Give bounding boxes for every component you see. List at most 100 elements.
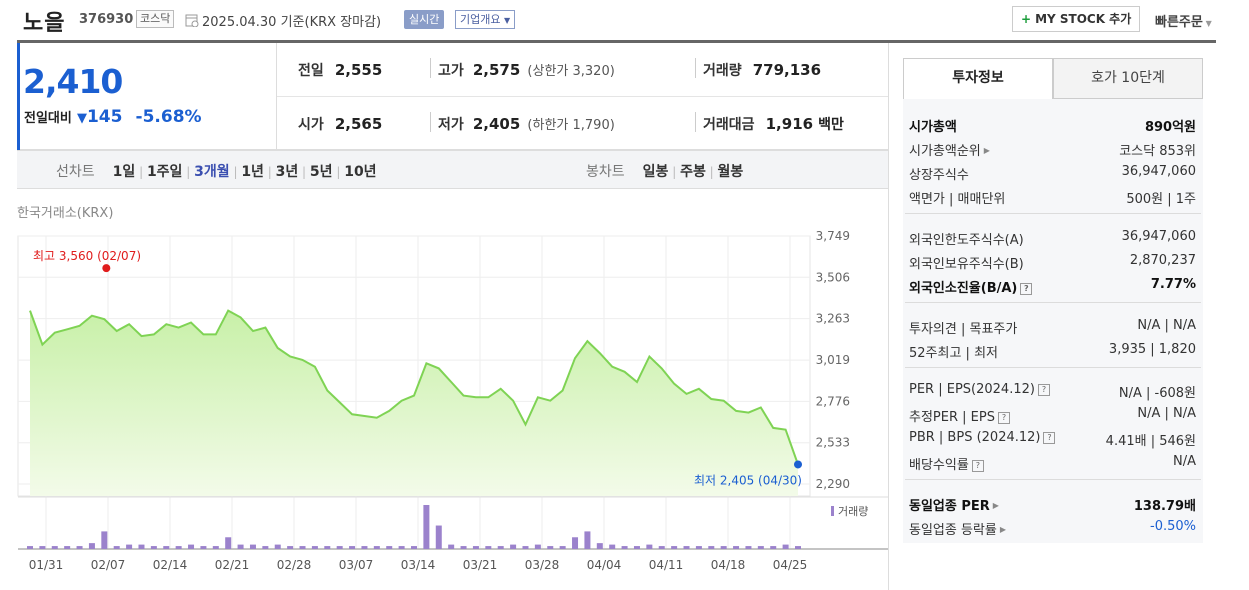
volume-bar [596,543,603,549]
info-row-value: 36,947,060 [1121,164,1196,179]
tab-candle-0[interactable]: 일봉 [642,164,669,180]
x-tick-label: 03/07 [339,558,374,572]
info-row-label: PER | EPS(2024.12)? [909,382,1050,397]
x-tick-label: 02/07 [91,558,126,572]
info-row[interactable]: PER | EPS(2024.12)? N/A | -608원 [903,378,1203,402]
volume-bar [212,546,219,549]
tab-hoga[interactable]: 호가 10단계 [1053,58,1203,99]
volume-bar [609,544,616,549]
vs-prev-label: 전일대비 [24,111,72,126]
help-icon[interactable]: ? [1020,283,1033,295]
tab-candle-2[interactable]: 월봉 [717,164,744,180]
volume-bar [373,546,380,549]
high-label: 고가 [438,63,464,79]
tab-range-0[interactable]: 1일 [112,164,136,180]
invest-info-panel [903,99,1203,543]
info-row-label: 액면가 | 매매단위 [909,192,1006,207]
tab-range-3[interactable]: 1년 [241,164,264,180]
min-label: 최저 2,405 (04/30) [694,473,802,487]
help-icon[interactable]: ? [1037,384,1050,396]
info-row: 외국인한도주식수(A) 36,947,060 [903,225,1203,249]
volume-bar [720,546,727,549]
x-tick-label: 04/04 [587,558,622,572]
volume-bar [76,546,83,549]
volume-bar [695,546,702,549]
volume-bar [472,546,479,549]
x-tick-label: 04/11 [649,558,684,572]
volume-bar [88,543,95,549]
tab-candle-1[interactable]: 주봉 [680,164,706,180]
info-row-label: 52주최고 | 최저 [909,346,998,361]
quick-order-button[interactable]: 빠른주문 ▼ [1155,11,1212,30]
info-row[interactable]: 시가총액순위 ▶ 코스닥 853위 [903,136,1203,160]
arrow-right-icon[interactable]: ▶ [992,501,999,510]
volume-bar [547,546,554,549]
volume-label: 거래량 [703,63,742,79]
quote-basis: 기준(KRX 장마감) [280,15,382,30]
tab-range-5[interactable]: 5년 [309,164,333,180]
info-row-label: 배당수익률? [909,454,984,473]
company-overview-button[interactable]: 기업개요 ▼ [455,10,516,29]
info-divider [905,479,1201,480]
my-stock-add-button[interactable]: + MY STOCK 추가 [1012,6,1141,32]
amount-value: 1,916 [765,115,814,133]
info-row-value: N/A | -608원 [1118,386,1196,401]
tab-range-6[interactable]: 10년 [344,164,377,180]
upper-limit: 3,320 [572,64,610,79]
x-tick-label: 04/18 [711,558,746,572]
tab-range-2[interactable]: 3개월 [194,164,230,180]
prev-close-label: 전일 [298,63,324,79]
volume-bar [299,546,306,549]
realtime-button[interactable]: 실시간 [404,10,445,29]
info-row[interactable]: 배당수익률? N/A [903,450,1203,474]
tab-separator: | [332,165,345,179]
volume-bar [188,544,195,549]
x-tick-label: 03/21 [463,558,498,572]
y-tick-label: 3,019 [816,353,850,367]
info-row[interactable]: 동일업종 등락률 ▶ -0.50% [903,515,1203,539]
info-row[interactable]: 동일업종 PER ▶ 138.79배 [903,491,1203,515]
help-icon[interactable]: ? [971,460,984,472]
x-tick-label: 02/28 [277,558,312,572]
info-row-value: 3,935 | 1,820 [1108,342,1196,357]
my-stock-label: MY STOCK 추가 [1035,12,1132,26]
tab-invest-info[interactable]: 투자정보 [903,58,1053,99]
info-row: 투자의견 | 목표주가 N/A | N/A [903,314,1203,338]
help-icon[interactable]: ? [1043,432,1056,444]
volume-bar [770,546,777,549]
chevron-down-icon: ▼ [503,16,511,25]
volume-bar [534,544,541,549]
info-row-value: 500원 | 1주 [1126,192,1196,207]
upper-limit-label: (상한가 [527,64,569,79]
open-label: 시가 [298,117,324,133]
volume-bar [138,544,145,549]
y-tick-label: 2,290 [816,477,850,491]
info-row-value: 코스닥 853위 [1119,144,1196,159]
info-row[interactable]: 외국인소진율(B/A)? 7.77% [903,273,1203,297]
line-chart-label: 선차트 [56,164,95,180]
arrow-right-icon[interactable]: ▶ [999,525,1007,534]
info-row[interactable]: PBR | BPS (2024.12)? 4.41배 | 546원 [903,426,1203,450]
company-overview-label: 기업개요 [460,13,501,26]
lower-limit: 1,790 [572,118,610,133]
tab-separator: | [229,165,242,179]
market-badge: 코스닥 [136,10,175,28]
volume-bar [671,546,678,549]
tab-range-4[interactable]: 3년 [275,164,299,180]
info-row: 외국인보유주식수(B) 2,870,237 [903,249,1203,273]
price-chart[interactable]: 3,749 3,506 3,263 3,019 2,776 2,533 2,290 01/3… [0,0,890,590]
volume-bar [51,546,58,549]
volume-bar [646,544,653,549]
calendar-icon [185,12,199,28]
volume-bar [633,546,640,549]
tab-range-1[interactable]: 1주일 [146,164,183,180]
arrow-right-icon[interactable]: ▶ [983,146,990,155]
info-row-label: 동일업종 PER ▶ [909,499,999,514]
tab-invest-label: 투자정보 [952,70,1004,86]
info-row[interactable]: 추정PER | EPS? N/A | N/A [903,402,1203,426]
volume-bar [249,544,256,549]
volume-bar [683,546,690,549]
volume-bar [175,546,182,549]
help-icon[interactable]: ? [997,412,1010,424]
volume-bar [658,546,665,549]
